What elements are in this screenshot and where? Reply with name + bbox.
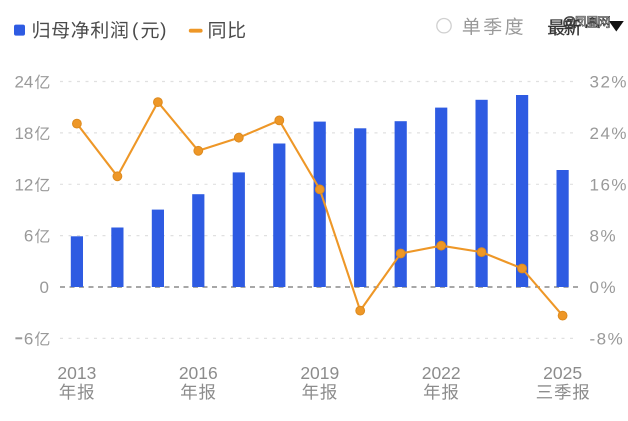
svg-text:18: 18 xyxy=(14,124,33,143)
svg-text:12: 12 xyxy=(14,175,33,194)
svg-text:6: 6 xyxy=(24,227,33,246)
svg-text:8%: 8% xyxy=(590,227,618,246)
svg-text:24%: 24% xyxy=(590,124,628,143)
svg-text:2019: 2019 xyxy=(300,363,339,383)
svg-text:2022: 2022 xyxy=(422,363,461,383)
svg-text:32%: 32% xyxy=(590,73,628,92)
svg-text:0%: 0% xyxy=(590,278,618,297)
svg-text:2025: 2025 xyxy=(543,363,582,383)
svg-text:16%: 16% xyxy=(590,175,628,194)
svg-text:0: 0 xyxy=(40,278,49,297)
svg-text:2016: 2016 xyxy=(179,363,218,383)
svg-text:6: 6 xyxy=(24,330,33,349)
svg-text:-8%: -8% xyxy=(590,330,625,349)
svg-text:24: 24 xyxy=(14,73,33,92)
svg-text:2013: 2013 xyxy=(57,363,96,383)
